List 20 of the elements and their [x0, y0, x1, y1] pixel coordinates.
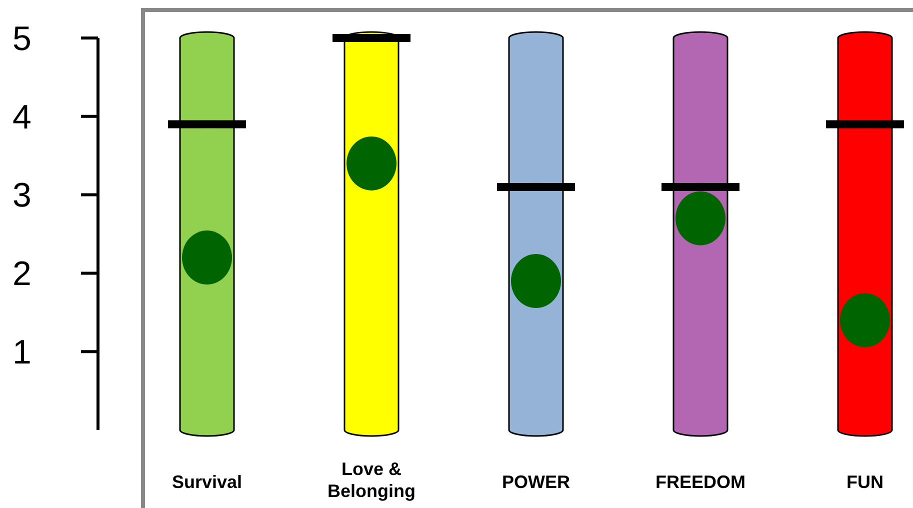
point — [840, 293, 890, 348]
point — [346, 136, 396, 190]
x-tick-label: FUN — [846, 472, 884, 492]
y-tick-label: 5 — [12, 20, 32, 58]
point — [202, 120, 212, 128]
point — [182, 230, 232, 285]
point — [860, 120, 870, 128]
x-tick-label: Love & Belonging — [328, 459, 416, 501]
x-tick-label: FREEDOM — [656, 472, 746, 492]
point — [511, 254, 561, 308]
y-tick-label: 3 — [12, 176, 32, 215]
point — [696, 182, 706, 191]
x-tick-label: Survival — [172, 472, 242, 492]
x-tick-label: POWER — [502, 472, 570, 492]
y-tick-label: 1 — [12, 334, 32, 372]
point — [676, 191, 726, 246]
y-tick-label: 2 — [12, 255, 32, 294]
point — [366, 34, 376, 42]
point — [531, 182, 541, 191]
y-tick-label: 4 — [12, 98, 32, 136]
